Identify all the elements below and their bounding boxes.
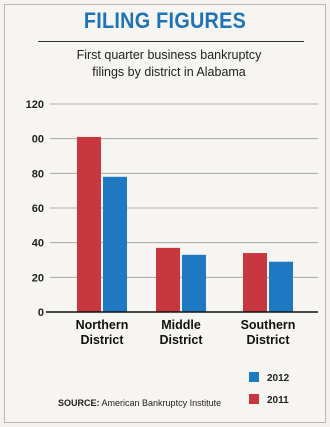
x-tick-label: District <box>159 333 203 347</box>
y-tick-label: 00 <box>32 134 44 146</box>
y-tick-label: 120 <box>26 99 44 111</box>
chart-subtitle: First quarter business bankruptcy filing… <box>76 48 262 79</box>
chart-title: FILING FIGURES <box>83 8 247 33</box>
x-tick-label: Northern <box>76 318 129 332</box>
legend-item-2011: 2011 <box>249 394 289 406</box>
title-rule <box>38 41 304 42</box>
y-tick-label: 60 <box>32 203 44 215</box>
y-tick-label: 0 <box>38 307 44 319</box>
y-tick-label: 20 <box>32 272 44 284</box>
source-note: SOURCE: American Bankruptcy Institute <box>58 398 221 408</box>
x-tick-label: Middle <box>161 318 201 332</box>
bar-2011 <box>243 253 267 312</box>
y-tick-label: 80 <box>32 168 44 180</box>
bar-2012 <box>269 261 293 312</box>
bar-2011 <box>77 136 101 312</box>
x-tick-label: District <box>246 333 290 347</box>
bar-2012 <box>182 254 206 312</box>
legend-label-2012: 2012 <box>267 373 290 384</box>
legend-item-2012: 2012 <box>249 372 289 384</box>
legend-swatch-2011 <box>249 394 259 404</box>
y-tick-label: 40 <box>32 238 44 250</box>
bar-2012 <box>103 176 127 312</box>
source-label: SOURCE: <box>58 398 100 408</box>
x-tick-label: District <box>80 333 124 347</box>
legend-label-2011: 2011 <box>267 395 289 406</box>
source-text: American Bankruptcy Institute <box>101 398 222 408</box>
bar-2011 <box>156 247 180 312</box>
legend-swatch-2012 <box>249 372 259 382</box>
x-tick-label: Southern <box>241 318 296 332</box>
graphic-frame <box>4 4 326 423</box>
